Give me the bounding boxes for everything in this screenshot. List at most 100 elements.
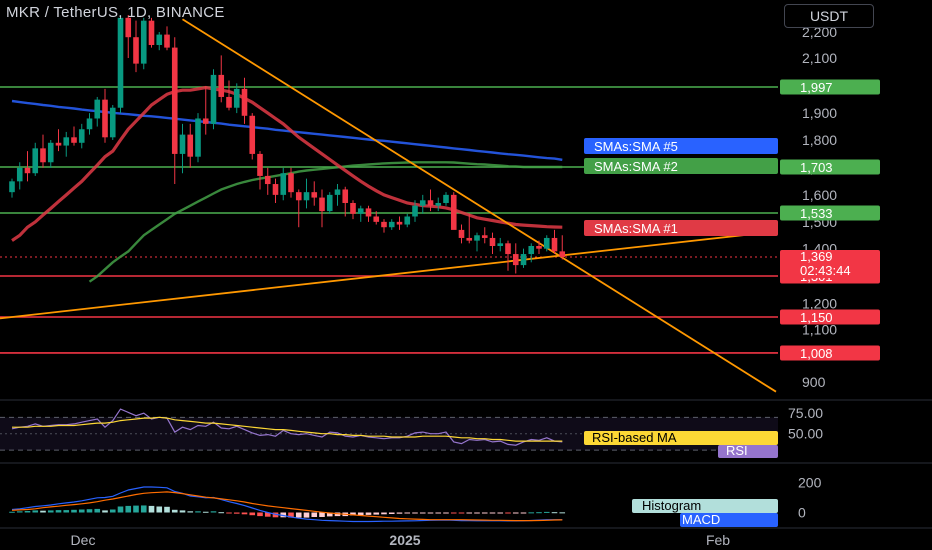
price-tick-label: 1,600 (802, 187, 837, 203)
candle (264, 175, 271, 185)
candle (187, 134, 194, 157)
candle (396, 221, 403, 225)
histogram-bar (164, 506, 170, 513)
price-tick-label: 900 (802, 374, 826, 390)
histogram-bar (396, 512, 403, 514)
histogram-bar (350, 512, 356, 516)
histogram-bar (47, 510, 54, 513)
candle (334, 189, 341, 195)
candle (202, 118, 209, 124)
candle (117, 17, 124, 108)
candle (280, 173, 287, 195)
candle (357, 208, 364, 214)
histogram-bar (520, 512, 527, 514)
histogram-bar (458, 512, 465, 514)
rsi-series-line (12, 416, 563, 442)
sma-label (584, 158, 778, 174)
sma-label-text: SMAs:SMA #2 (594, 159, 678, 174)
price-tick-label: 1,900 (802, 105, 837, 121)
candle (427, 200, 434, 206)
candle (536, 246, 542, 249)
candle (94, 99, 101, 119)
price-tick-label: 2,200 (802, 24, 837, 40)
histogram-bar (450, 512, 457, 514)
candle (288, 173, 294, 193)
histogram-bar (16, 511, 23, 513)
candle (40, 148, 46, 163)
trendline (182, 18, 777, 393)
candle (55, 142, 62, 146)
histogram-bar (218, 512, 225, 514)
candle (47, 142, 54, 163)
macd-label (680, 513, 778, 527)
candle (311, 192, 318, 198)
histogram-bar (311, 512, 318, 517)
candle (419, 200, 426, 206)
macd-series-line (11, 486, 563, 523)
trendline (0, 230, 777, 320)
candle (303, 192, 310, 201)
currency-button[interactable]: USDT (784, 4, 874, 28)
candle (249, 115, 256, 154)
candle (179, 134, 186, 154)
candle (210, 74, 217, 124)
sma-label-text: SMAs:SMA #5 (594, 139, 678, 154)
candle (373, 216, 380, 222)
histogram-bar (40, 510, 46, 513)
level-price-text: 1,533 (800, 206, 833, 221)
histogram-bar (257, 512, 263, 517)
rsi-tick-label: 50.00 (788, 426, 823, 442)
time-tick-label: Dec (71, 532, 96, 548)
histogram-bar (435, 512, 442, 514)
candle (474, 235, 480, 241)
histogram-bar (32, 510, 39, 513)
candle (257, 153, 263, 176)
histogram-bar (357, 512, 364, 516)
candle (350, 202, 356, 214)
macd-label-text: MACD (682, 512, 720, 527)
candle (171, 47, 178, 154)
histogram-bar (249, 512, 256, 516)
histogram-bar (427, 512, 434, 514)
histogram-bar (319, 512, 325, 517)
time-tick-label: Feb (706, 532, 730, 548)
histogram-label-text: Histogram (642, 498, 701, 513)
candle (319, 197, 325, 212)
symbol-title[interactable]: MKR / TetherUS, 1D, BINANCE (6, 4, 225, 21)
price-tick-label: 2,100 (802, 50, 837, 66)
histogram-bar (179, 510, 186, 513)
candle (140, 20, 147, 64)
candle (458, 229, 465, 238)
level-price-label (780, 345, 880, 361)
sma-label (584, 220, 778, 236)
histogram-bar (404, 512, 411, 514)
candle (63, 137, 70, 146)
histogram-bar (559, 512, 566, 514)
histogram-bar (365, 512, 372, 515)
histogram-bar (551, 512, 558, 514)
candle (24, 167, 31, 174)
level-price-text: 1,150 (800, 310, 833, 325)
histogram-bar (140, 505, 147, 513)
candle (9, 181, 15, 193)
candle (164, 34, 170, 48)
candle (512, 254, 519, 266)
candle (16, 167, 23, 182)
histogram-label (632, 499, 778, 513)
histogram-bar (187, 511, 194, 513)
countdown-text: 02:43:44 (800, 263, 851, 278)
candle (528, 246, 535, 255)
level-price-label (780, 205, 880, 221)
candle (218, 74, 225, 97)
histogram-bar (419, 512, 426, 514)
candle (443, 194, 449, 203)
candle (102, 99, 108, 138)
histogram-bar (102, 510, 108, 513)
candle (481, 235, 488, 238)
histogram-bar (443, 512, 449, 514)
histogram-bar (536, 512, 542, 514)
candle (241, 88, 248, 116)
histogram-bar (24, 511, 31, 513)
